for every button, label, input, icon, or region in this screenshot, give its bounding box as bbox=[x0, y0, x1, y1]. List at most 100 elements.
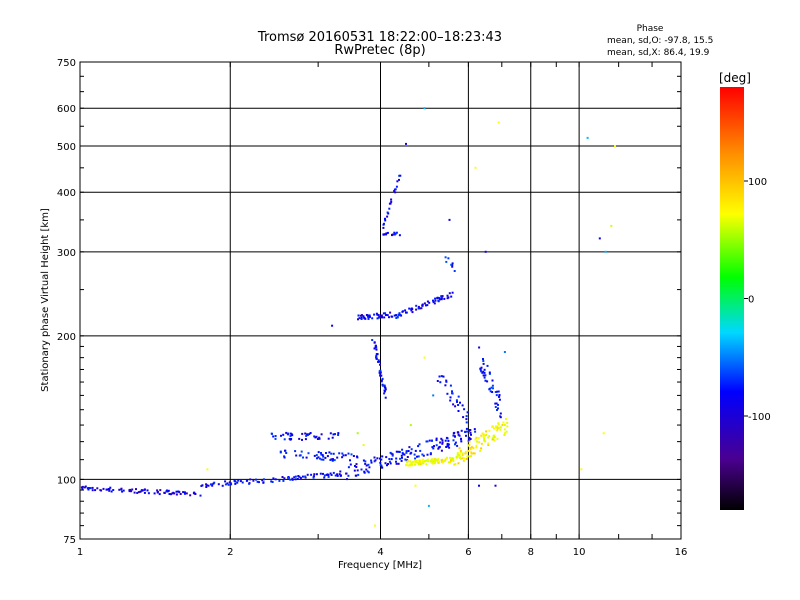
data-point bbox=[106, 488, 108, 491]
data-point bbox=[272, 435, 275, 438]
data-point bbox=[289, 435, 292, 437]
data-point bbox=[491, 391, 494, 393]
data-point bbox=[338, 452, 341, 455]
data-point bbox=[499, 426, 502, 429]
x-tick-label: 2 bbox=[227, 547, 233, 558]
data-point bbox=[457, 395, 460, 398]
data-point bbox=[451, 458, 454, 461]
data-point bbox=[336, 473, 339, 476]
data-point bbox=[337, 432, 340, 435]
data-point bbox=[272, 477, 275, 480]
data-point bbox=[357, 473, 360, 476]
data-point bbox=[453, 463, 456, 466]
data-point bbox=[405, 142, 407, 145]
data-point bbox=[274, 478, 277, 481]
data-point bbox=[395, 185, 398, 188]
data-point bbox=[390, 198, 393, 201]
data-point bbox=[375, 354, 378, 357]
data-point bbox=[482, 370, 485, 373]
phase-heading: Phase bbox=[637, 24, 664, 34]
data-point bbox=[498, 395, 500, 398]
data-point bbox=[425, 463, 428, 466]
data-point bbox=[441, 439, 444, 442]
data-point bbox=[207, 484, 210, 487]
data-point bbox=[472, 452, 475, 455]
data-point bbox=[380, 314, 383, 317]
data-point bbox=[323, 474, 326, 477]
data-point bbox=[425, 459, 428, 462]
y-tick-label: 200 bbox=[57, 332, 76, 343]
data-point bbox=[472, 447, 475, 450]
data-point bbox=[465, 427, 468, 430]
data-point bbox=[327, 437, 330, 440]
data-point bbox=[395, 457, 398, 460]
data-point bbox=[415, 304, 418, 307]
data-point bbox=[477, 437, 480, 440]
data-point bbox=[185, 492, 188, 495]
data-point bbox=[270, 480, 273, 483]
data-point bbox=[432, 299, 434, 302]
data-point bbox=[237, 479, 240, 482]
data-point bbox=[317, 451, 320, 454]
data-point bbox=[470, 451, 473, 454]
data-point bbox=[141, 489, 144, 492]
x-tick-label: 8 bbox=[528, 547, 534, 558]
data-point bbox=[156, 490, 159, 493]
data-point bbox=[375, 348, 378, 351]
data-point bbox=[493, 436, 496, 439]
data-point bbox=[397, 314, 400, 317]
data-point bbox=[408, 307, 411, 310]
data-point bbox=[365, 468, 368, 471]
data-point bbox=[498, 394, 501, 396]
data-point bbox=[506, 421, 509, 424]
data-point bbox=[479, 449, 482, 452]
data-point bbox=[304, 475, 307, 478]
data-points bbox=[80, 107, 616, 527]
data-point bbox=[355, 474, 358, 477]
data-point bbox=[305, 456, 308, 459]
data-point bbox=[327, 475, 330, 478]
data-point bbox=[460, 440, 463, 443]
data-point bbox=[419, 449, 422, 452]
data-point bbox=[184, 492, 186, 495]
data-point bbox=[147, 492, 150, 495]
data-point bbox=[329, 432, 332, 435]
data-point bbox=[366, 314, 369, 317]
data-point bbox=[450, 295, 453, 298]
data-point bbox=[414, 463, 417, 466]
data-point bbox=[438, 375, 441, 378]
data-point bbox=[355, 466, 358, 468]
data-point bbox=[301, 438, 303, 441]
data-point bbox=[386, 314, 389, 317]
data-point bbox=[330, 474, 333, 476]
data-point bbox=[344, 454, 347, 457]
data-point bbox=[363, 471, 366, 474]
data-point bbox=[301, 475, 304, 478]
data-point bbox=[312, 476, 315, 479]
data-point bbox=[431, 446, 434, 449]
data-point bbox=[401, 310, 404, 313]
data-point bbox=[358, 317, 361, 320]
data-point bbox=[385, 233, 387, 236]
data-point bbox=[448, 218, 451, 221]
data-point bbox=[102, 487, 105, 490]
data-point bbox=[280, 434, 282, 437]
data-point bbox=[416, 455, 418, 458]
data-point bbox=[456, 453, 459, 456]
data-point bbox=[211, 484, 214, 487]
data-point bbox=[360, 468, 363, 471]
data-point bbox=[497, 390, 500, 393]
data-point bbox=[357, 318, 359, 321]
data-point bbox=[439, 381, 442, 384]
data-point bbox=[382, 233, 385, 236]
data-point bbox=[420, 462, 423, 465]
data-point bbox=[503, 351, 506, 353]
data-point bbox=[483, 368, 486, 371]
data-point bbox=[444, 439, 447, 442]
data-point bbox=[475, 446, 478, 449]
data-point bbox=[405, 464, 408, 467]
data-point bbox=[497, 423, 500, 426]
data-point bbox=[483, 371, 486, 374]
data-point bbox=[426, 458, 429, 461]
data-point bbox=[283, 438, 286, 441]
